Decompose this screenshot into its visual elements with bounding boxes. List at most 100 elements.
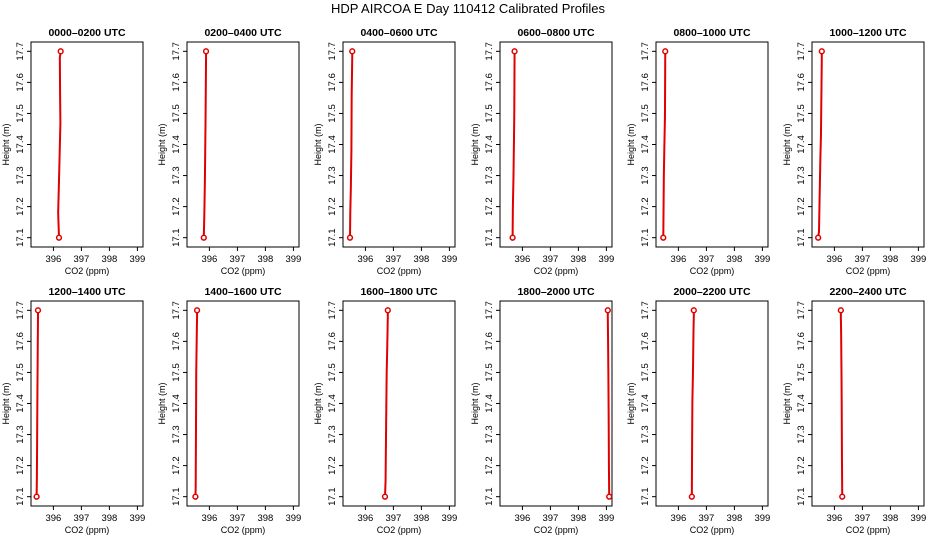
y-tick-label: 17.6 bbox=[484, 332, 495, 351]
plot-frame bbox=[811, 41, 925, 248]
y-tick-label: 17.3 bbox=[484, 166, 495, 185]
profile-panel: 0000–0200 UTC 396 397 398 399 CO2 (ppm) 17.1 17… bbox=[1, 27, 145, 276]
y-tick-label: 17.7 bbox=[484, 42, 495, 61]
plot-frame bbox=[342, 300, 456, 507]
y-tick-label: 17.1 bbox=[327, 228, 338, 247]
y-tick-label: 17.3 bbox=[327, 166, 338, 185]
x-tick-label: 396 bbox=[45, 513, 61, 524]
y-tick-label: 17.3 bbox=[484, 425, 495, 444]
y-tick-label: 17.2 bbox=[15, 456, 26, 475]
plot-frame bbox=[655, 41, 769, 248]
y-tick-label: 17.3 bbox=[796, 425, 807, 444]
y-tick-label: 17.1 bbox=[640, 228, 651, 247]
y-tick-label: 17.5 bbox=[484, 363, 495, 382]
y-tick-label: 17.5 bbox=[484, 104, 495, 123]
y-tick-label: 17.6 bbox=[171, 332, 182, 351]
x-tick-label: 399 bbox=[441, 254, 457, 265]
y-tick-label: 17.4 bbox=[796, 394, 807, 413]
x-axis-label: CO2 (ppm) bbox=[690, 525, 735, 535]
y-tick-label: 17.6 bbox=[15, 332, 26, 351]
co2-profile-line bbox=[606, 310, 611, 497]
x-tick-label: 398 bbox=[413, 254, 429, 265]
y-tick-label: 17.4 bbox=[484, 394, 495, 413]
y-tick-label: 17.4 bbox=[327, 394, 338, 413]
x-tick-label: 397 bbox=[698, 513, 714, 524]
panel-title: 0600–0800 UTC bbox=[517, 27, 594, 39]
panel-title: 1400–1600 UTC bbox=[204, 286, 281, 298]
co2-profile-line bbox=[690, 310, 695, 497]
y-tick-label: 17.5 bbox=[640, 363, 651, 382]
inlet-marker bbox=[349, 48, 356, 55]
y-tick-label: 17.5 bbox=[640, 104, 651, 123]
co2-profile-line bbox=[35, 310, 39, 497]
y-tick-label: 17.2 bbox=[15, 197, 26, 216]
co2-profile-line bbox=[57, 51, 62, 238]
panel-title: 1600–1800 UTC bbox=[360, 286, 437, 298]
y-tick-label: 17.3 bbox=[796, 166, 807, 185]
y-tick-label: 17.4 bbox=[171, 394, 182, 413]
plot-frame bbox=[342, 41, 456, 248]
y-tick-label: 17.2 bbox=[171, 456, 182, 475]
y-tick-label: 17.5 bbox=[15, 104, 26, 123]
x-tick-label: 398 bbox=[726, 254, 742, 265]
profile-panel: 1200–1400 UTC 396 397 398 399 CO2 (ppm) 17.1 17… bbox=[1, 286, 145, 535]
y-tick-label: 17.7 bbox=[796, 301, 807, 320]
x-tick-label: 399 bbox=[754, 254, 770, 265]
x-axis-label: CO2 (ppm) bbox=[690, 266, 735, 276]
y-axis-label: Height (m) bbox=[1, 123, 11, 165]
x-tick-label: 397 bbox=[542, 254, 558, 265]
inlet-marker bbox=[192, 493, 199, 500]
y-tick-label: 17.1 bbox=[640, 487, 651, 506]
y-axis-label: Height (m) bbox=[313, 123, 323, 165]
y-tick-label: 17.4 bbox=[327, 135, 338, 154]
plot-frame bbox=[499, 41, 613, 248]
x-tick-label: 396 bbox=[357, 254, 373, 265]
x-axis-label: CO2 (ppm) bbox=[65, 525, 110, 535]
y-tick-label: 17.6 bbox=[15, 73, 26, 92]
y-tick-label: 17.6 bbox=[796, 73, 807, 92]
x-axis-label: CO2 (ppm) bbox=[846, 525, 891, 535]
y-tick-label: 17.2 bbox=[171, 197, 182, 216]
y-tick-label: 17.1 bbox=[484, 228, 495, 247]
x-tick-label: 397 bbox=[385, 254, 401, 265]
x-tick-label: 396 bbox=[357, 513, 373, 524]
profile-panel: 0800–1000 UTC 396 397 398 399 CO2 (ppm) 17.1 17… bbox=[626, 27, 770, 276]
inlet-marker bbox=[511, 48, 518, 55]
x-axis-label: CO2 (ppm) bbox=[377, 266, 422, 276]
x-tick-label: 397 bbox=[385, 513, 401, 524]
y-tick-label: 17.3 bbox=[171, 166, 182, 185]
panel-title: 2200–2400 UTC bbox=[829, 286, 906, 298]
y-tick-label: 17.4 bbox=[15, 135, 26, 154]
y-tick-label: 17.5 bbox=[327, 363, 338, 382]
inlet-marker bbox=[662, 48, 669, 55]
y-tick-label: 17.7 bbox=[171, 301, 182, 320]
y-tick-label: 17.7 bbox=[327, 301, 338, 320]
x-tick-label: 396 bbox=[201, 254, 217, 265]
inlet-marker bbox=[839, 493, 846, 500]
y-tick-label: 17.1 bbox=[15, 487, 26, 506]
x-tick-label: 396 bbox=[670, 254, 686, 265]
co2-profile-line bbox=[662, 51, 667, 238]
y-tick-label: 17.5 bbox=[796, 104, 807, 123]
inlet-marker bbox=[815, 234, 822, 241]
x-tick-label: 399 bbox=[910, 513, 926, 524]
co2-profile-line bbox=[817, 51, 823, 238]
y-tick-label: 17.1 bbox=[171, 228, 182, 247]
inlet-marker bbox=[837, 307, 844, 314]
panel-title: 1800–2000 UTC bbox=[517, 286, 594, 298]
y-tick-label: 17.3 bbox=[171, 425, 182, 444]
y-tick-label: 17.4 bbox=[484, 135, 495, 154]
y-tick-label: 17.2 bbox=[484, 456, 495, 475]
x-tick-label: 399 bbox=[754, 513, 770, 524]
y-tick-label: 17.4 bbox=[640, 135, 651, 154]
inlet-marker bbox=[33, 493, 40, 500]
inlet-marker bbox=[604, 307, 611, 314]
y-tick-label: 17.5 bbox=[171, 363, 182, 382]
x-tick-label: 399 bbox=[598, 254, 614, 265]
y-axis-label: Height (m) bbox=[626, 382, 636, 424]
y-tick-label: 17.1 bbox=[796, 487, 807, 506]
y-axis-label: Height (m) bbox=[470, 382, 480, 424]
x-tick-label: 398 bbox=[101, 513, 117, 524]
inlet-marker bbox=[690, 307, 697, 314]
x-tick-label: 398 bbox=[101, 254, 117, 265]
